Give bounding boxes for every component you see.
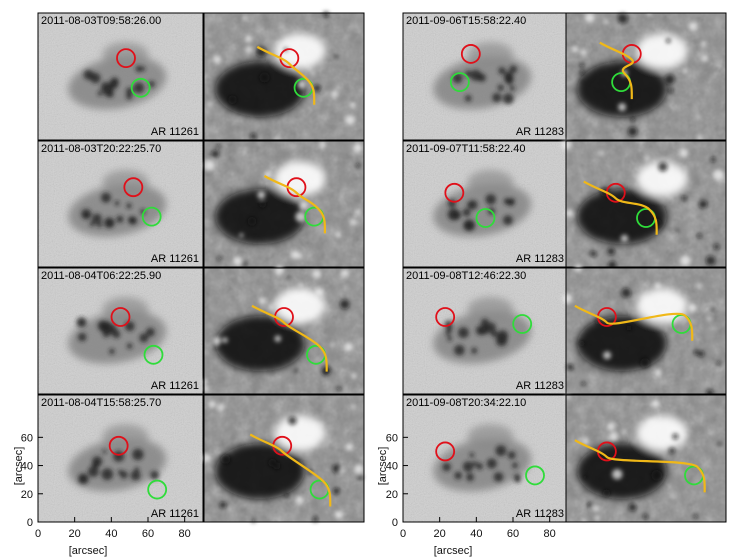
timestamp-label: 2011-08-04T15:58:25.70 (41, 397, 161, 409)
red-circle-marker (444, 182, 465, 203)
axes-right: [arcsec] [arcsec] (377, 447, 472, 557)
green-circle-marker (475, 208, 496, 228)
magnetogram-panel (565, 394, 727, 523)
continuum-panel (37, 12, 204, 141)
green-circle-marker (147, 479, 168, 500)
x-tick-label: 80 (179, 528, 191, 540)
y-tick-label: 0 (392, 517, 398, 529)
polarity-inversion-line (574, 439, 706, 493)
continuum-panel (37, 267, 204, 395)
x-tick-label: 80 (544, 528, 556, 540)
x-tick-label: 40 (470, 528, 482, 540)
magnetogram-panel (561, 139, 727, 270)
timestamp-label: 2011-09-08T20:34:22.10 (406, 397, 526, 409)
continuum-panel (402, 394, 569, 523)
polarity-inversion-line (599, 41, 634, 100)
green-circle-marker (141, 206, 162, 227)
y-tick-label: 40 (21, 461, 33, 473)
polarity-inversion-line (256, 45, 316, 105)
x-axis-label-left: [arcsec] (69, 545, 108, 557)
x-tick-label: 60 (507, 528, 519, 540)
red-circle-marker (123, 177, 144, 198)
region-label: AR 11283 (516, 380, 564, 392)
red-circle-marker (435, 307, 456, 327)
continuum-panel (402, 12, 569, 141)
x-tick-label: 0 (400, 528, 406, 540)
x-tick-label: 20 (434, 528, 446, 540)
region-label: AR 11283 (516, 508, 564, 520)
region-label: AR 11261 (151, 508, 199, 520)
continuum-panel (402, 140, 569, 268)
timestamp-label: 2011-09-08T12:46:22.30 (406, 270, 526, 282)
ticks-left: 0 20 40 60 80 0 20 40 60 (21, 432, 191, 540)
green-circle-marker (512, 314, 533, 334)
timestamp-label: 2011-08-03T09:58:26.00 (41, 15, 161, 27)
polarity-inversion-line (251, 304, 328, 372)
axes-left: [arcsec] [arcsec] (13, 447, 107, 557)
magnetogram-panel (203, 140, 365, 268)
x-tick-label: 60 (142, 528, 154, 540)
y-tick-label: 60 (386, 432, 398, 444)
x-tick-label: 0 (35, 528, 41, 540)
timestamp-label: 2011-09-07T11:58:22.40 (406, 143, 525, 155)
y-tick-label: 40 (386, 461, 398, 473)
polarity-inversion-line (263, 175, 327, 234)
green-circle-marker (143, 344, 164, 365)
continuum-panel (37, 140, 204, 268)
timestamp-label: 2011-08-03T20:22:25.70 (41, 143, 161, 155)
red-circle-marker (460, 44, 481, 64)
y-axis-label-left: [arcsec] (13, 447, 25, 486)
region-label: AR 11283 (516, 253, 564, 265)
polarity-inversion-line (249, 433, 332, 507)
y-tick-label: 20 (21, 489, 33, 501)
continuum-panel (37, 394, 204, 523)
region-label: AR 11261 (151, 380, 199, 392)
region-label: AR 11261 (151, 126, 199, 138)
magnetogram-panel (202, 394, 365, 523)
polarity-inversion-line (583, 180, 658, 235)
y-tick-label: 0 (27, 517, 33, 529)
y-tick-label: 20 (386, 489, 398, 501)
ticks-right: 0 20 40 60 80 0 20 40 60 (386, 432, 556, 540)
timestamp-label: 2011-08-04T06:22:25.90 (41, 270, 161, 282)
region-label: AR 11261 (151, 253, 199, 265)
magnetogram-panel (202, 265, 365, 395)
green-circle-marker (449, 72, 470, 93)
magnetogram-panel (562, 264, 727, 398)
green-circle-marker (525, 465, 545, 486)
x-axis-label-right: [arcsec] (434, 545, 473, 557)
continuum-panel (402, 267, 569, 395)
polarity-inversion-line (574, 304, 694, 341)
x-tick-label: 40 (105, 528, 117, 540)
red-circle-marker (116, 48, 136, 69)
red-circle-marker (435, 441, 456, 462)
x-tick-label: 20 (69, 528, 81, 540)
y-tick-label: 60 (21, 432, 33, 444)
y-axis-label-right: [arcsec] (377, 447, 389, 486)
magnetogram-panel (203, 11, 365, 141)
green-circle-marker (130, 77, 151, 98)
red-circle-marker (110, 307, 131, 327)
red-circle-marker (108, 435, 129, 456)
magnetogram-panel (565, 11, 727, 142)
region-label: AR 11283 (516, 126, 564, 138)
timestamp-label: 2011-09-06T15:58:22.40 (406, 15, 526, 27)
